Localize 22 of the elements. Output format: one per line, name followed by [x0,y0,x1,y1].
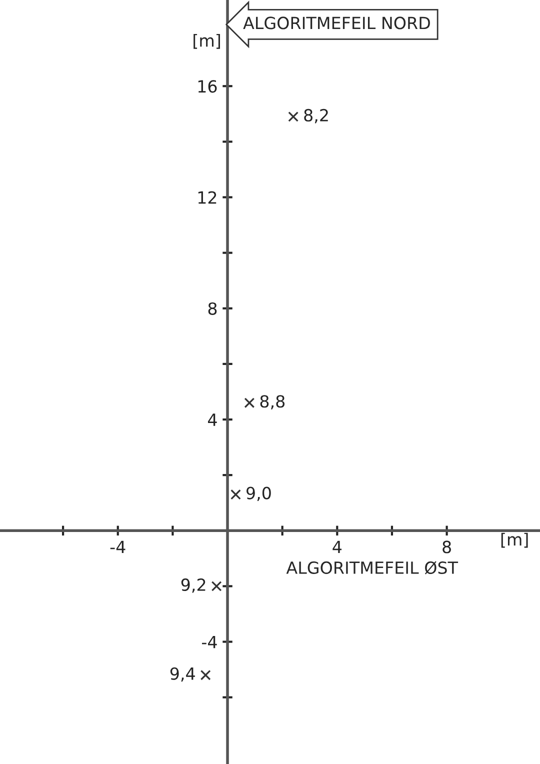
annotation: 8,8 [260,395,285,410]
y-tick-label: 8 [208,302,217,315]
annotation: [m] [501,532,528,548]
x-axis-title: ALGORITMEFEIL ØST [286,561,458,574]
point [230,489,241,500]
annotation: 9,4 [170,667,195,682]
annotation: [m] [194,34,220,49]
y-tick-label: 4 [208,414,217,426]
y-tick-label: 12 [198,191,216,204]
annotation: 9,0 [246,486,271,502]
point [200,670,211,680]
x-tick-label: 4 [332,540,342,554]
x-tick-label: -4 [110,540,126,554]
y-tick-label: 16 [198,80,217,93]
x-tick-label: 8 [442,540,451,554]
point [244,398,255,408]
annotation: 8,2 [304,108,328,124]
y-tick-label: -4 [202,636,217,648]
annotation: 9,2 [181,578,206,593]
point [288,111,299,122]
y-axis-title: ALGORITMEFEIL NORD [243,16,430,30]
point [211,580,222,592]
